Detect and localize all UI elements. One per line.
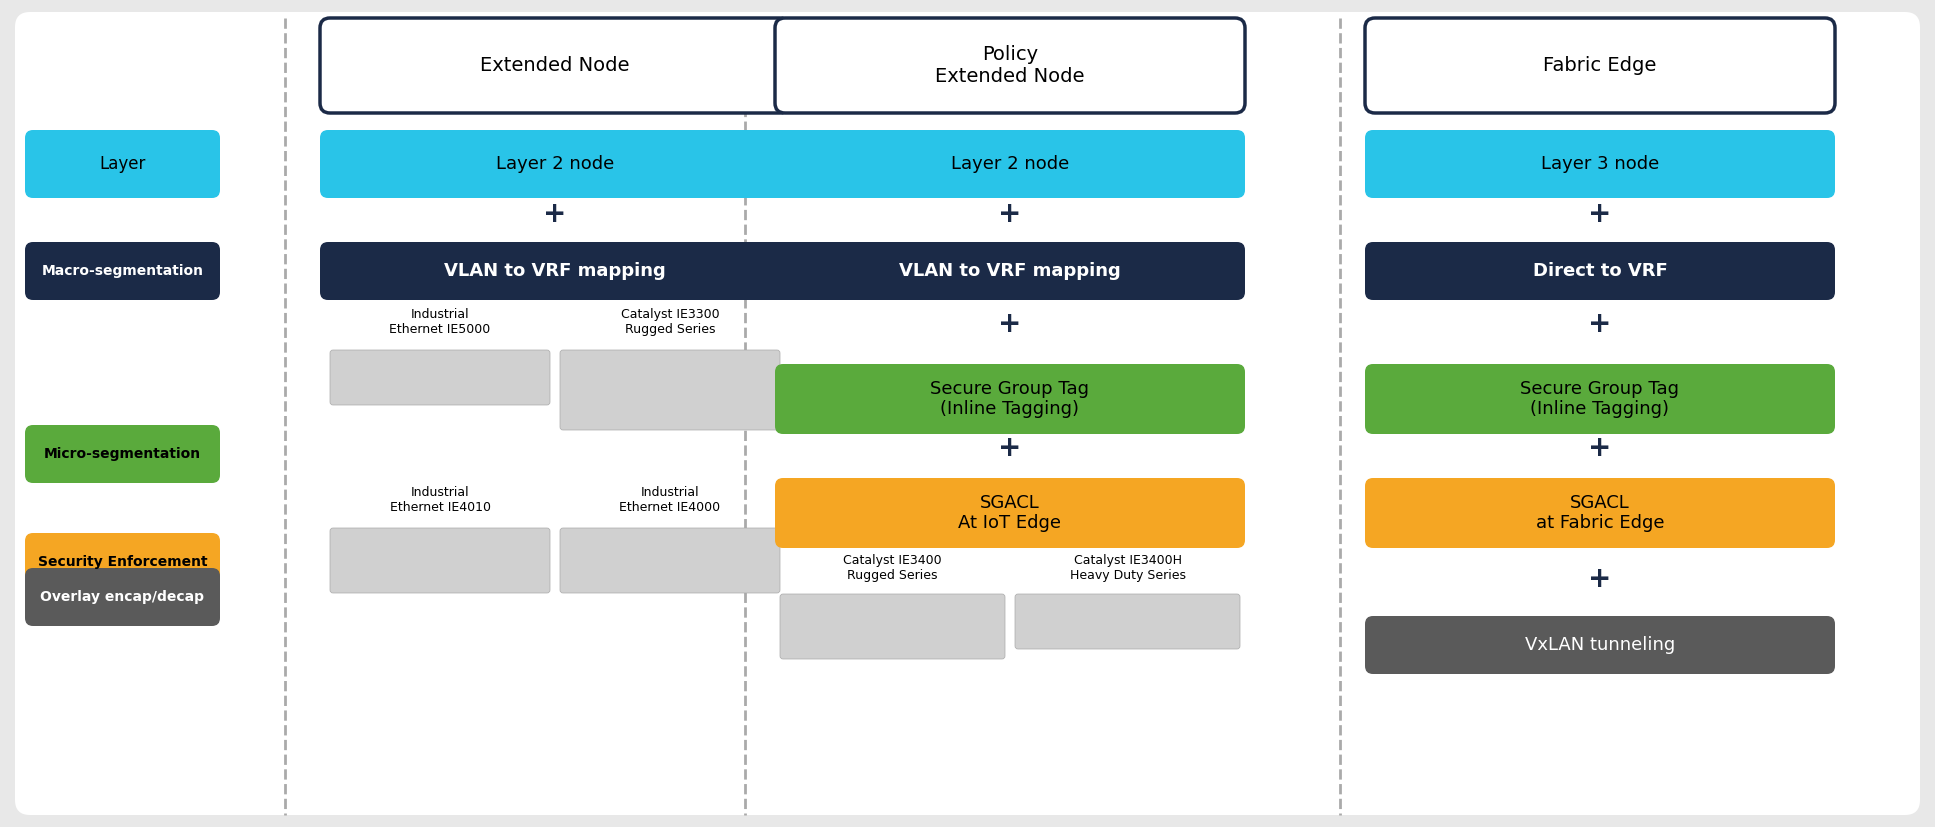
FancyBboxPatch shape: [319, 18, 789, 113]
Text: Catalyst IE3400
Rugged Series: Catalyst IE3400 Rugged Series: [844, 554, 942, 582]
Text: Layer 2 node: Layer 2 node: [495, 155, 613, 173]
Text: +: +: [998, 310, 1022, 338]
Text: +: +: [1589, 200, 1612, 228]
Text: Extended Node: Extended Node: [480, 56, 629, 75]
FancyBboxPatch shape: [319, 242, 789, 300]
FancyBboxPatch shape: [559, 528, 780, 593]
Text: Industrial
Ethernet IE5000: Industrial Ethernet IE5000: [389, 308, 491, 336]
FancyBboxPatch shape: [559, 350, 780, 430]
Text: Secure Group Tag
(Inline Tagging): Secure Group Tag (Inline Tagging): [931, 380, 1089, 418]
FancyBboxPatch shape: [1364, 364, 1834, 434]
Text: Security Enforcement: Security Enforcement: [37, 555, 207, 569]
FancyBboxPatch shape: [776, 364, 1244, 434]
Text: SGACL
at Fabric Edge: SGACL at Fabric Edge: [1536, 494, 1664, 533]
FancyBboxPatch shape: [1364, 616, 1834, 674]
Text: +: +: [544, 200, 567, 228]
FancyBboxPatch shape: [25, 242, 221, 300]
FancyBboxPatch shape: [331, 528, 550, 593]
FancyBboxPatch shape: [1364, 242, 1834, 300]
Text: +: +: [998, 200, 1022, 228]
FancyBboxPatch shape: [1364, 18, 1834, 113]
Text: Industrial
Ethernet IE4000: Industrial Ethernet IE4000: [619, 486, 720, 514]
Text: Macro-segmentation: Macro-segmentation: [41, 264, 203, 278]
Text: +: +: [1589, 434, 1612, 462]
Text: Direct to VRF: Direct to VRF: [1533, 262, 1668, 280]
Text: +: +: [1589, 310, 1612, 338]
FancyBboxPatch shape: [1364, 130, 1834, 198]
Text: Layer: Layer: [99, 155, 145, 173]
FancyBboxPatch shape: [776, 18, 1244, 113]
Text: Industrial
Ethernet IE4010: Industrial Ethernet IE4010: [389, 486, 490, 514]
Text: VLAN to VRF mapping: VLAN to VRF mapping: [445, 262, 666, 280]
Text: +: +: [1589, 565, 1612, 593]
FancyBboxPatch shape: [776, 478, 1244, 548]
FancyBboxPatch shape: [1016, 594, 1240, 649]
FancyBboxPatch shape: [25, 130, 221, 198]
Text: VLAN to VRF mapping: VLAN to VRF mapping: [900, 262, 1120, 280]
Text: Layer 2 node: Layer 2 node: [950, 155, 1070, 173]
Text: VxLAN tunneling: VxLAN tunneling: [1525, 636, 1676, 654]
FancyBboxPatch shape: [319, 130, 789, 198]
Text: Layer 3 node: Layer 3 node: [1540, 155, 1658, 173]
FancyBboxPatch shape: [1364, 478, 1834, 548]
Text: Policy
Extended Node: Policy Extended Node: [935, 45, 1086, 86]
Text: Catalyst IE3300
Rugged Series: Catalyst IE3300 Rugged Series: [621, 308, 720, 336]
Text: Micro-segmentation: Micro-segmentation: [45, 447, 201, 461]
Text: Catalyst IE3400H
Heavy Duty Series: Catalyst IE3400H Heavy Duty Series: [1070, 554, 1186, 582]
FancyBboxPatch shape: [25, 425, 221, 483]
FancyBboxPatch shape: [25, 568, 221, 626]
Text: Fabric Edge: Fabric Edge: [1544, 56, 1656, 75]
Text: Secure Group Tag
(Inline Tagging): Secure Group Tag (Inline Tagging): [1521, 380, 1680, 418]
FancyBboxPatch shape: [776, 130, 1244, 198]
FancyBboxPatch shape: [776, 242, 1244, 300]
FancyBboxPatch shape: [15, 12, 1920, 815]
Text: SGACL
At IoT Edge: SGACL At IoT Edge: [958, 494, 1062, 533]
Text: Overlay encap/decap: Overlay encap/decap: [41, 590, 205, 604]
FancyBboxPatch shape: [780, 594, 1004, 659]
Text: +: +: [998, 434, 1022, 462]
FancyBboxPatch shape: [331, 350, 550, 405]
FancyBboxPatch shape: [25, 533, 221, 591]
